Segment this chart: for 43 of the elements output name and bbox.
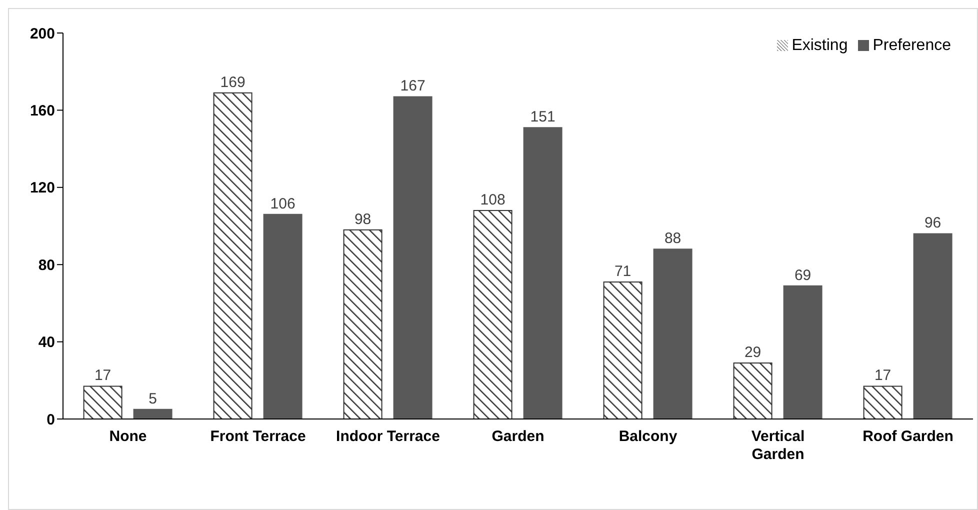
data-label: 96: [924, 214, 942, 232]
x-tick-label: Balcony: [618, 428, 678, 445]
x-tick-label: Roof Garden: [862, 428, 954, 445]
data-label: 151: [530, 108, 556, 126]
bar: [863, 386, 902, 419]
bar: [523, 127, 562, 419]
x-tick-label: Front Terrace: [210, 428, 306, 445]
bar: [213, 92, 252, 419]
y-tick-label: 120: [30, 180, 55, 197]
bar: [913, 233, 952, 419]
data-label: 5: [148, 390, 157, 408]
legend-label: Existing: [792, 37, 848, 54]
data-label: 108: [480, 192, 506, 209]
data-label: 29: [744, 344, 762, 362]
x-tick-label: Vertical Garden: [751, 428, 805, 463]
x-tick-label: Garden: [492, 428, 544, 445]
bar: [653, 248, 692, 419]
bar: [733, 362, 772, 419]
data-label: 106: [270, 195, 296, 212]
bar: [393, 96, 432, 419]
data-label: 169: [220, 74, 246, 91]
bar: [133, 408, 172, 419]
legend-label: Preference: [872, 37, 951, 54]
data-label: 17: [94, 367, 112, 384]
y-tick-label: 80: [38, 256, 55, 274]
bar: [263, 214, 302, 419]
data-label: 17: [874, 367, 892, 384]
x-tick-label: Indoor Terrace: [336, 428, 440, 445]
y-tick-label: 0: [46, 411, 55, 428]
bar: [83, 386, 122, 419]
y-tick-label: 40: [38, 334, 55, 352]
data-label: 167: [400, 78, 426, 95]
y-tick-label: 200: [30, 25, 55, 42]
x-tick-label: None: [109, 428, 147, 445]
data-label: 71: [614, 262, 632, 280]
data-label: 88: [664, 230, 682, 248]
bar: [343, 229, 382, 419]
y-tick-label: 160: [30, 102, 55, 120]
bar: [473, 210, 512, 419]
bar: [783, 285, 822, 419]
data-label: 98: [354, 210, 372, 228]
bar: [603, 281, 642, 419]
data-label: 69: [794, 266, 812, 284]
